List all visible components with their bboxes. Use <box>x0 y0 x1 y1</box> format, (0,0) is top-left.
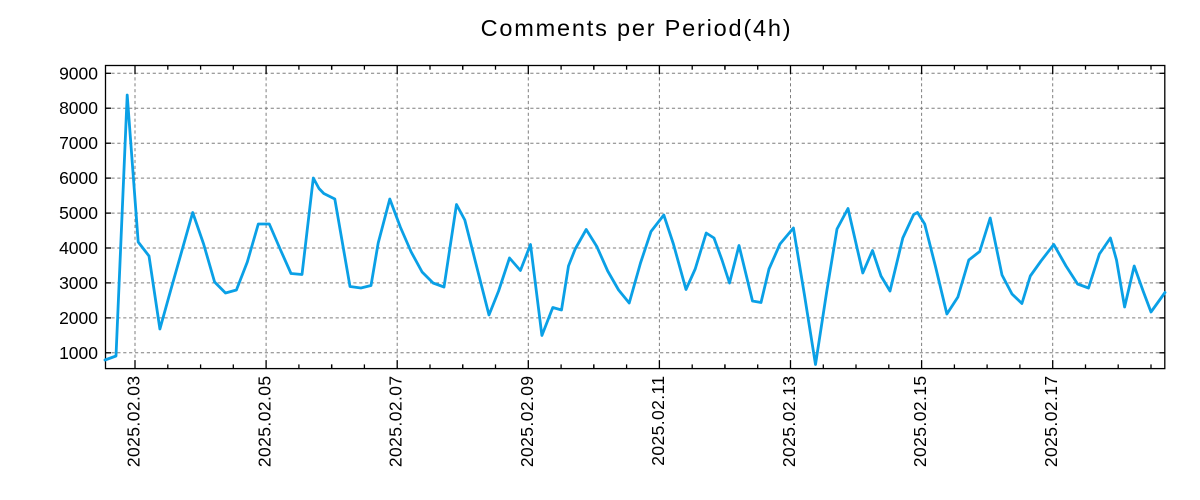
svg-text:2025.02.17: 2025.02.17 <box>1041 376 1061 468</box>
svg-text:2025.02.07: 2025.02.07 <box>386 376 406 468</box>
svg-text:2025.02.09: 2025.02.09 <box>517 376 537 468</box>
svg-text:2025.02.15: 2025.02.15 <box>910 376 930 468</box>
svg-text:5000: 5000 <box>59 203 98 223</box>
svg-text:7000: 7000 <box>59 133 98 153</box>
svg-text:8000: 8000 <box>59 98 98 118</box>
svg-text:2000: 2000 <box>59 308 98 328</box>
svg-text:2025.02.13: 2025.02.13 <box>779 376 799 468</box>
svg-text:Comments per Period(4h): Comments per Period(4h) <box>481 15 793 41</box>
svg-text:6000: 6000 <box>59 168 98 188</box>
svg-text:2025.02.03: 2025.02.03 <box>124 376 144 468</box>
svg-text:2025.02.05: 2025.02.05 <box>255 376 275 468</box>
svg-text:4000: 4000 <box>59 238 98 258</box>
svg-text:1000: 1000 <box>59 343 98 363</box>
svg-text:9000: 9000 <box>59 63 98 83</box>
svg-text:2025.02.11: 2025.02.11 <box>648 376 668 466</box>
svg-text:3000: 3000 <box>59 273 98 293</box>
